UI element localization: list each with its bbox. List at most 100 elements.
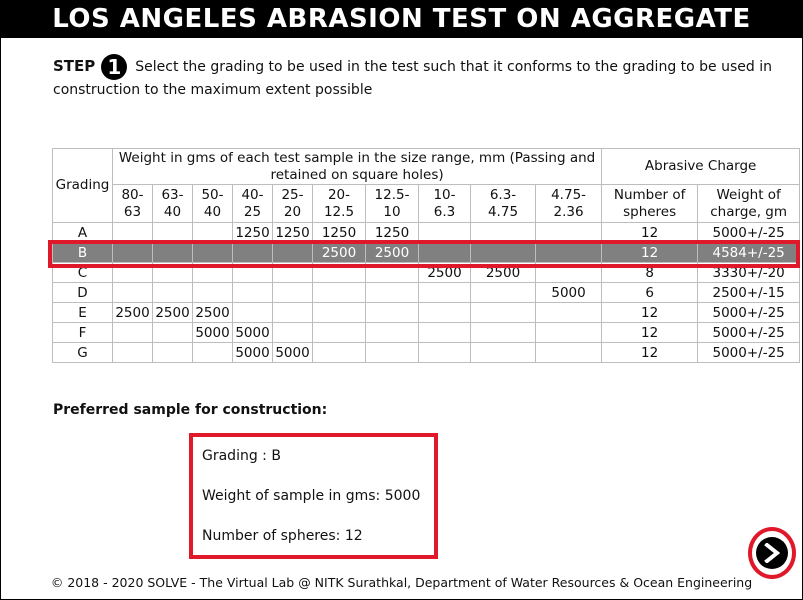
weight-cell [312,322,366,343]
spheres-header: Number of spheres [601,184,699,223]
weight-cell [534,322,603,343]
spheres-cell: 6 [601,282,699,303]
size-range-header: 80- 63 [112,184,153,223]
weight-cell [365,342,419,363]
weight-cell [365,282,419,303]
preferred-grading: Grading : B [202,448,281,464]
grading-row-b[interactable]: B 2500 2500 12 4584+/-25 [52,242,801,263]
weight-cell [534,342,603,363]
grading-table: Grading Weight in gms of each test sampl… [52,148,801,363]
grading-column-header: Grading [52,148,113,223]
grading-row-d[interactable]: D 5000 6 2500+/-15 [52,282,801,303]
weight-cell [470,222,536,243]
preferred-spheres: Number of spheres: 12 [202,528,363,544]
grading-cell: F [52,322,113,343]
size-range-header: 10- 6.3 [418,184,471,223]
weight-cell [418,282,471,303]
grading-cell: E [52,302,113,323]
weight-group-header: Weight in gms of each test sample in the… [111,148,603,185]
weight-cell [232,242,273,263]
weight-cell: 2500 [312,242,366,263]
weight-cell: 5000 [272,342,313,363]
weight-cell [470,282,536,303]
weight-cell [418,222,471,243]
weight-cell [232,302,273,323]
spheres-cell: 8 [601,262,699,283]
weight-cell: 1250 [312,222,366,243]
step-instruction-text: Select the grading to be used in the tes… [53,59,772,98]
size-range-header: 4.75- 2.36 [534,184,603,223]
weight-cell [470,242,536,263]
weight-cell [418,322,471,343]
weight-cell [470,342,536,363]
weight-cell [418,342,471,363]
charge-cell: 5000+/-25 [697,322,801,343]
weight-cell: 1250 [272,222,313,243]
weight-cell [192,222,233,243]
weight-cell [152,282,193,303]
grading-row-g[interactable]: G 5000 5000 12 5000+/-25 [52,342,801,363]
weight-cell [272,282,313,303]
size-range-header: 50- 40 [192,184,233,223]
charge-cell: 4584+/-25 [697,242,801,263]
grading-row-c[interactable]: C 2500 2500 8 3330+/-20 [52,262,801,283]
preferred-weight: Weight of sample in gms: 5000 [202,488,421,504]
size-range-header: 6.3- 4.75 [470,184,536,223]
weight-cell: 5000 [232,322,273,343]
weight-cell: 2500 [365,242,419,263]
weight-cell [534,302,603,323]
weight-cell [112,342,153,363]
weight-cell [112,222,153,243]
weight-cell: 2500 [470,262,536,283]
size-range-header: 12.5- 10 [365,184,419,223]
spheres-cell: 12 [601,242,699,263]
weight-cell [152,342,193,363]
weight-cell [312,302,366,323]
preferred-sample-heading: Preferred sample for construction: [53,402,328,418]
size-range-header: 20- 12.5 [312,184,366,223]
weight-cell [534,222,603,243]
charge-cell: 2500+/-15 [697,282,801,303]
weight-cell: 2500 [112,302,153,323]
weight-cell: 2500 [192,302,233,323]
weight-cell [112,282,153,303]
grading-cell: C [52,262,113,283]
weight-cell [192,242,233,263]
weight-cell [152,242,193,263]
weight-cell [272,262,313,283]
preferred-sample-box: Grading : B Weight of sample in gms: 500… [189,433,438,559]
weight-cell: 1250 [232,222,273,243]
weight-cell [272,322,313,343]
size-range-header: 40- 25 [232,184,273,223]
grading-row-a[interactable]: A 1250 1250 1250 1250 12 5000+/-25 [52,222,801,243]
weight-cell [272,302,313,323]
grading-row-f[interactable]: F 5000 5000 12 5000+/-25 [52,322,801,343]
weight-cell [152,222,193,243]
weight-cell [418,242,471,263]
weight-cell [232,282,273,303]
weight-cell [192,262,233,283]
weight-cell [470,302,536,323]
weight-cell: 1250 [365,222,419,243]
weight-cell [272,242,313,263]
charge-cell: 5000+/-25 [697,222,801,243]
charge-cell: 5000+/-25 [697,342,801,363]
spheres-cell: 12 [601,222,699,243]
weight-cell [365,302,419,323]
weight-cell [534,262,603,283]
next-button[interactable] [748,527,796,579]
charge-cell: 3330+/-20 [697,262,801,283]
weight-cell: 5000 [534,282,603,303]
grading-cell: G [52,342,113,363]
spheres-cell: 12 [601,342,699,363]
grading-row-e[interactable]: E 2500 2500 2500 12 5000+/-25 [52,302,801,323]
step-label: STEP [53,57,96,75]
weight-cell [152,262,193,283]
page-title: LOS ANGELES ABRASION TEST ON AGGREGATE [0,0,803,38]
weight-cell [418,302,471,323]
weight-cell: 2500 [152,302,193,323]
weight-cell [312,342,366,363]
weight-cell: 2500 [418,262,471,283]
spheres-cell: 12 [601,302,699,323]
spheres-cell: 12 [601,322,699,343]
